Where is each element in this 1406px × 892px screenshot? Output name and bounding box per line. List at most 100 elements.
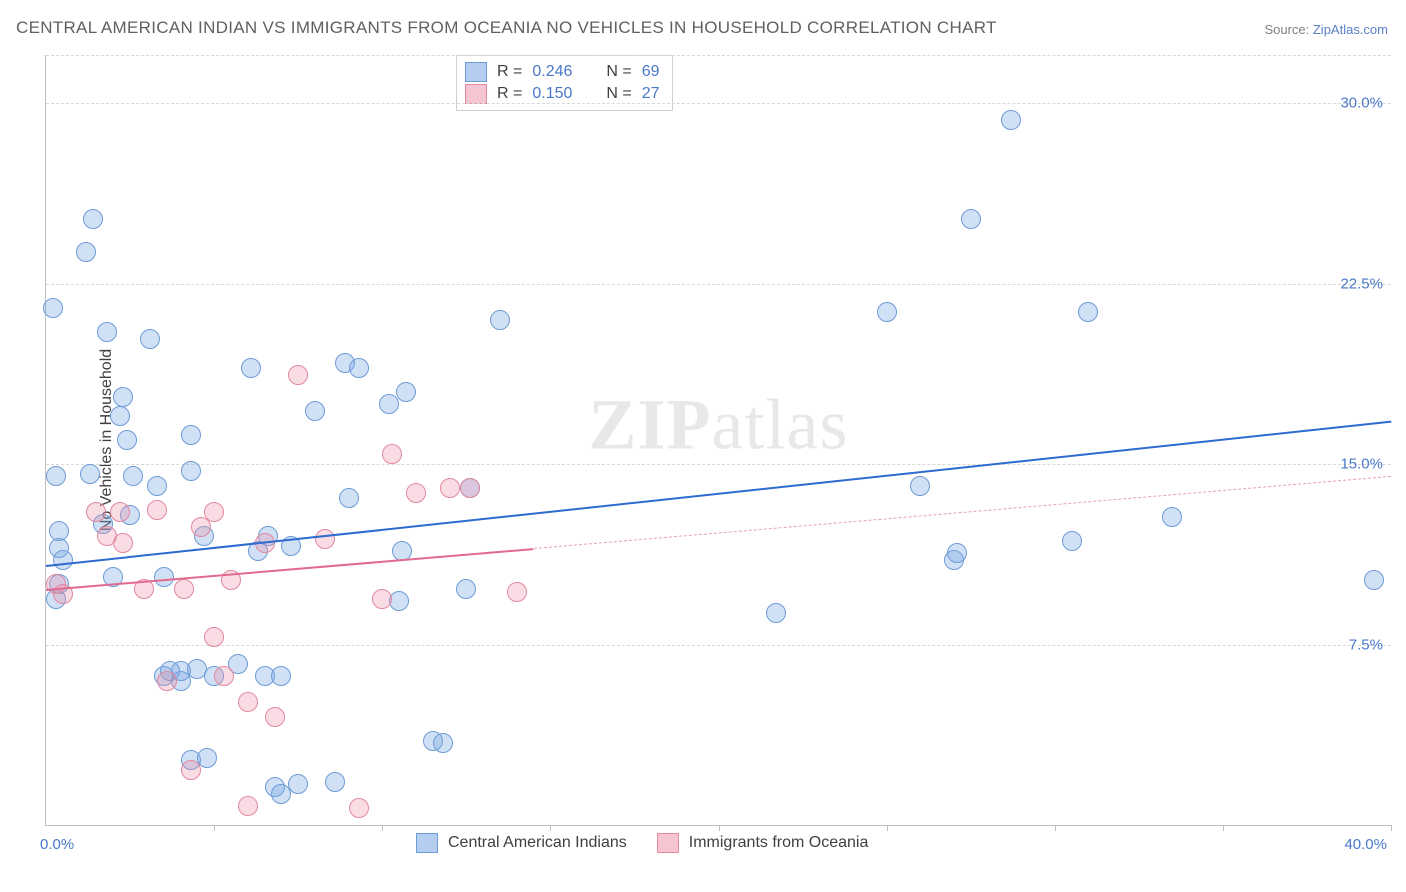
x-tick [1391,825,1392,831]
scatter-point [241,358,261,378]
scatter-point [80,464,100,484]
scatter-point [315,529,335,549]
scatter-point [877,302,897,322]
scatter-point [53,550,73,570]
gridline [46,55,1391,56]
legend-label: Immigrants from Oceania [689,834,869,852]
scatter-point [325,772,345,792]
scatter-point [140,329,160,349]
scatter-point [389,591,409,611]
watermark-bold: ZIP [589,384,712,464]
watermark-rest: atlas [712,384,849,464]
scatter-point [147,476,167,496]
scatter-point [1078,302,1098,322]
scatter-point [154,567,174,587]
stat-r-value: 0.246 [532,63,572,81]
scatter-point [110,502,130,522]
gridline [46,464,1391,465]
scatter-point [305,401,325,421]
scatter-point [382,444,402,464]
scatter-point [174,579,194,599]
scatter-point [271,666,291,686]
source-link[interactable]: ZipAtlas.com [1313,22,1388,37]
scatter-point [490,310,510,330]
scatter-point [43,298,63,318]
watermark: ZIPatlas [589,383,849,466]
x-axis-max-label: 40.0% [1344,836,1387,853]
scatter-point [110,406,130,426]
scatter-point [349,798,369,818]
scatter-point [97,322,117,342]
stat-r-label: R = [497,63,522,81]
gridline [46,645,1391,646]
x-tick [887,825,888,831]
trend-line [534,476,1392,549]
scatter-point [947,543,967,563]
series-swatch [416,833,438,853]
x-axis-min-label: 0.0% [40,836,74,853]
scatter-point [46,466,66,486]
scatter-point [147,500,167,520]
scatter-point [113,387,133,407]
scatter-point [265,707,285,727]
scatter-point [214,666,234,686]
x-tick [1223,825,1224,831]
stat-r-label: R = [497,85,522,103]
scatter-point [349,358,369,378]
scatter-point [1364,570,1384,590]
x-tick [550,825,551,831]
scatter-point [123,466,143,486]
scatter-point [1062,531,1082,551]
scatter-point [181,760,201,780]
source-attribution: Source: ZipAtlas.com [1264,22,1388,37]
scatter-point [460,478,480,498]
source-prefix: Source: [1264,22,1312,37]
scatter-point [76,242,96,262]
x-tick [1055,825,1056,831]
scatter-point [288,774,308,794]
scatter-point [157,671,177,691]
y-tick-label: 7.5% [1349,636,1383,653]
y-tick-label: 30.0% [1340,95,1383,112]
scatter-point [372,589,392,609]
stat-r-value: 0.150 [532,85,572,103]
scatter-point [288,365,308,385]
stats-row: R = 0.150 N = 27 [465,84,660,104]
scatter-point [766,603,786,623]
scatter-point [1001,110,1021,130]
scatter-point [456,579,476,599]
stats-row: R =0.246N =69 [465,62,660,82]
chart-plot-area: No Vehicles in Household ZIPatlas R =0.2… [45,55,1391,826]
y-tick-label: 22.5% [1340,275,1383,292]
scatter-point [86,502,106,522]
stat-n-label: N = [606,85,631,103]
series-swatch [465,84,487,104]
series-swatch [465,62,487,82]
scatter-point [113,533,133,553]
scatter-point [49,521,69,541]
y-tick-label: 15.0% [1340,456,1383,473]
scatter-point [181,425,201,445]
scatter-point [910,476,930,496]
scatter-point [379,394,399,414]
gridline [46,103,1391,104]
scatter-point [238,692,258,712]
scatter-point [396,382,416,402]
series-legend: Central American Indians Immigrants from … [416,833,868,853]
legend-item: Central American Indians [416,833,627,853]
x-tick [214,825,215,831]
chart-title: CENTRAL AMERICAN INDIAN VS IMMIGRANTS FR… [16,18,997,38]
scatter-point [117,430,137,450]
scatter-point [238,796,258,816]
x-tick [719,825,720,831]
scatter-point [406,483,426,503]
gridline [46,284,1391,285]
scatter-point [83,209,103,229]
series-swatch [657,833,679,853]
scatter-point [961,209,981,229]
stat-n-value: 69 [642,63,660,81]
scatter-point [433,733,453,753]
scatter-point [197,748,217,768]
scatter-point [440,478,460,498]
stat-n-value: 27 [642,85,660,103]
